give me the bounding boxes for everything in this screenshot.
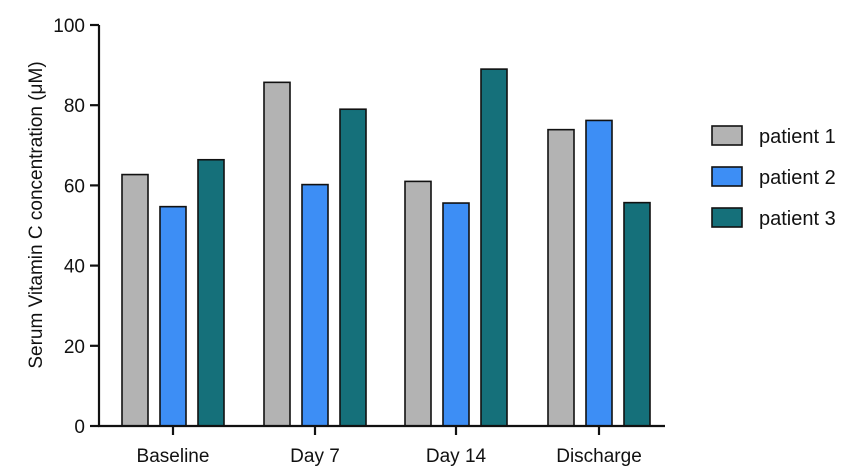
y-tick-label: 0: [74, 417, 85, 438]
bar-1-3: [404, 180, 432, 427]
x-tick-label: Day 14: [426, 446, 487, 467]
bar-1-1: [121, 173, 149, 427]
legend-label-1: patient 1: [759, 126, 836, 148]
y-tick-label: 60: [64, 176, 85, 197]
legend-swatch-1: [711, 125, 743, 146]
bar-2-2: [301, 183, 329, 427]
legend-swatch-3: [711, 207, 743, 228]
y-tick-label: 100: [53, 16, 85, 37]
y-tick-label: 40: [64, 257, 85, 278]
y-axis-label: Serum Vitamin C concentration (μM): [26, 61, 47, 368]
legend-label-3: patient 3: [759, 208, 836, 230]
bar-2-3: [442, 202, 470, 427]
bar-2-1: [159, 205, 187, 427]
bar-3-2: [339, 108, 367, 427]
bar-3-3: [480, 68, 508, 427]
bar-1-4: [547, 128, 575, 427]
bar-2-4: [585, 119, 613, 427]
x-tick-label: Baseline: [137, 446, 210, 467]
legend-label-2: patient 2: [759, 167, 836, 189]
bar-1-2: [263, 81, 291, 427]
bar-3-4: [623, 201, 651, 427]
legend-swatch-2: [711, 166, 743, 187]
y-tick-label: 80: [64, 96, 85, 117]
x-tick-label: Day 7: [290, 446, 340, 467]
bar-3-1: [197, 158, 225, 427]
x-tick-label: Discharge: [556, 446, 642, 467]
y-tick-label: 20: [64, 337, 85, 358]
